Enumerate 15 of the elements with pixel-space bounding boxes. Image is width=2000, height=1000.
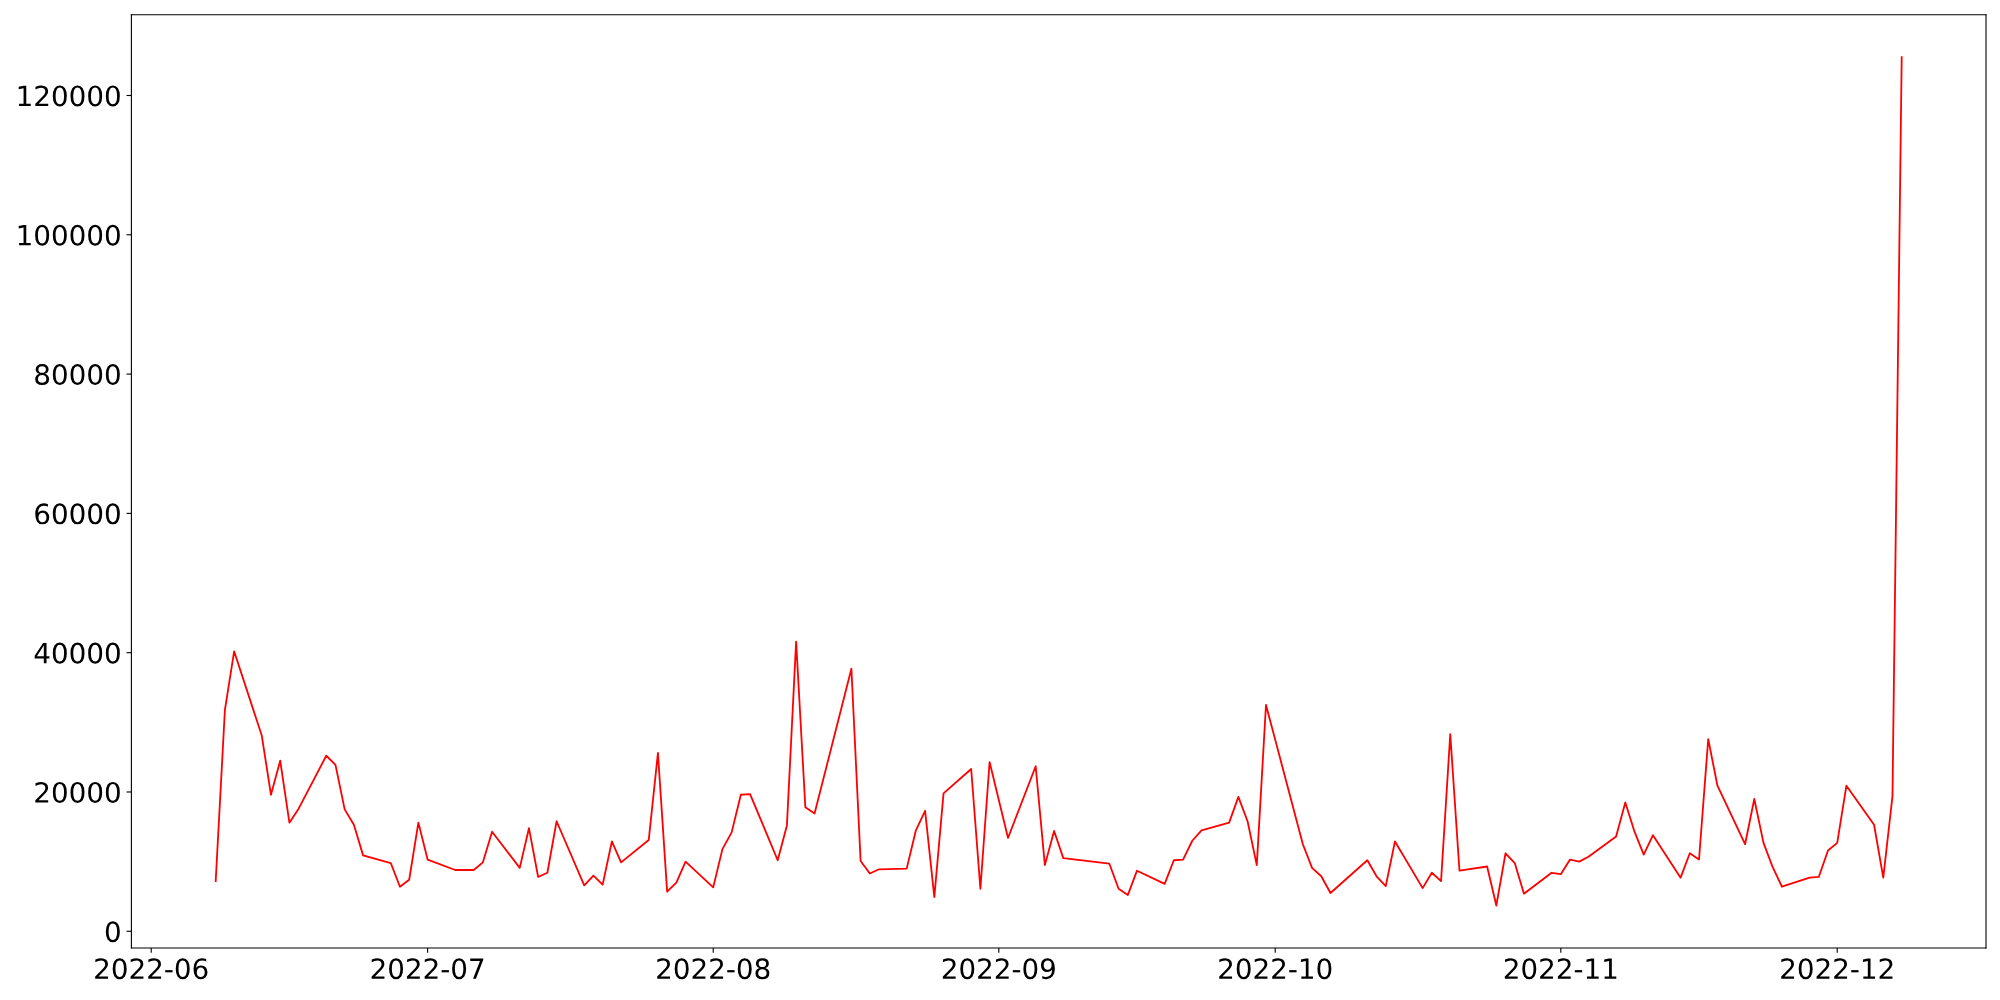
x-tick-label: 2022-06	[95, 958, 208, 980]
x-tick-label: 2022-11	[1504, 958, 1617, 980]
y-tick-label: 100000	[18, 224, 120, 246]
y-tick-label: 120000	[18, 85, 120, 107]
y-tick-label: 20000	[35, 781, 120, 803]
x-tick-label: 2022-10	[1219, 958, 1332, 980]
x-tick-label: 2022-07	[371, 958, 484, 980]
x-tick-label: 2022-12	[1781, 958, 1893, 980]
x-tick-label: 2022-09	[942, 958, 1055, 980]
y-tick-label: 60000	[35, 503, 120, 525]
y-tick-label: 0	[105, 921, 120, 943]
y-tick-label: 40000	[34, 642, 120, 664]
line-series	[214, 56, 1903, 907]
x-tick-label: 2022-08	[657, 958, 770, 980]
y-tick-label: 80000	[35, 364, 120, 386]
